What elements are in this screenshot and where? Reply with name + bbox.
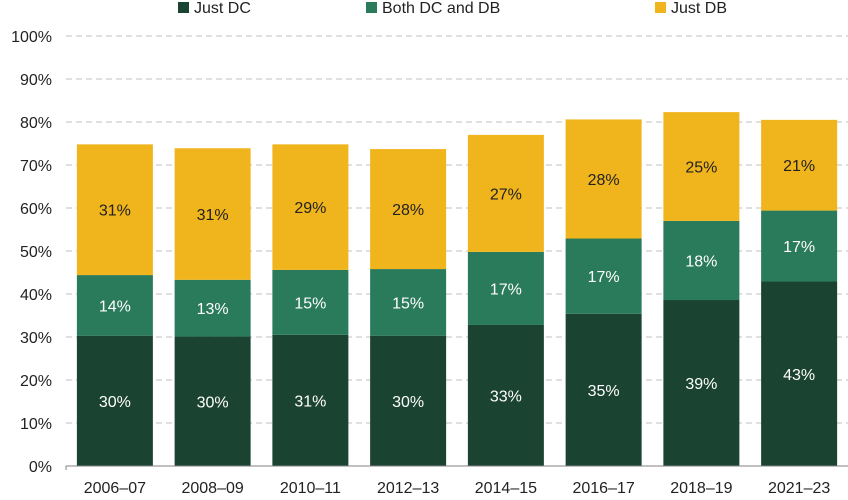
legend-label: Both DC and DB: [382, 0, 500, 17]
y-tick-label: 40%: [20, 287, 52, 304]
y-tick-label: 10%: [20, 416, 52, 433]
data-label: 29%: [294, 200, 326, 217]
data-label: 30%: [197, 394, 229, 411]
bar-segment: [174, 336, 251, 466]
bar-segment: [565, 313, 642, 466]
bar-segment: [272, 334, 349, 466]
bar-segment: [272, 269, 349, 335]
y-tick-label: 70%: [20, 158, 52, 175]
bar-segment: [467, 251, 544, 325]
legend-label: Just DB: [671, 0, 727, 17]
bar-segment: [76, 275, 153, 336]
data-label: 21%: [783, 158, 815, 175]
y-tick-label: 60%: [20, 201, 52, 218]
y-tick-label: 80%: [20, 115, 52, 132]
data-label: 31%: [99, 203, 131, 220]
data-label: 28%: [392, 202, 424, 219]
bar-segment: [663, 300, 740, 466]
y-tick-label: 90%: [20, 72, 52, 89]
bar-segment: [663, 112, 740, 221]
data-labels: 30% 14% 31% 30% 13% 31% 31% 15% 29% 30% 15% 28% 33% 1…: [99, 158, 815, 411]
x-tick-label: 2008–09: [181, 480, 243, 497]
data-label: 27%: [490, 186, 522, 203]
y-tick-label: 20%: [20, 373, 52, 390]
bar-segment: [761, 119, 838, 211]
bar-segment: [565, 238, 642, 314]
bar-segment: [467, 324, 544, 466]
x-tick-label: 2006–07: [84, 480, 146, 497]
bar-segment: [76, 335, 153, 466]
data-label: 17%: [783, 239, 815, 256]
data-label: 17%: [588, 269, 620, 286]
bar-segment: [370, 335, 447, 466]
x-axis: 2006–07 2008–09 2010–11 2012–13 2014–15 2016–…: [65, 465, 848, 497]
data-label: 43%: [783, 367, 815, 384]
data-label: 28%: [588, 172, 620, 189]
legend-swatch: [178, 2, 189, 13]
bar-segment: [663, 220, 740, 301]
data-label: 30%: [392, 394, 424, 411]
x-tick-label: 2012–13: [377, 480, 439, 497]
data-label: 15%: [294, 295, 326, 312]
data-label: 13%: [197, 301, 229, 318]
data-label: 15%: [392, 295, 424, 312]
x-tick-label: 2010–11: [280, 480, 341, 497]
legend-swatch: [366, 2, 377, 13]
data-label: 33%: [490, 388, 522, 405]
data-label: 31%: [294, 393, 326, 410]
data-label: 31%: [197, 207, 229, 224]
data-label: 25%: [685, 160, 717, 177]
x-tick-label: 2014–15: [475, 480, 537, 497]
legend: Just DC Both DC and DB Just DB: [178, 0, 727, 17]
bar-segment: [761, 210, 838, 282]
bar-segment: [76, 144, 153, 276]
data-label: 30%: [99, 394, 131, 411]
bar-segment: [761, 281, 838, 466]
data-label: 17%: [490, 281, 522, 298]
bar-segment: [565, 119, 642, 239]
data-label: 14%: [99, 298, 131, 315]
bar-segment: [467, 134, 544, 252]
x-tick-label: 2018–19: [670, 480, 732, 497]
y-tick-label: 30%: [20, 330, 52, 347]
bar-segment: [370, 149, 447, 270]
legend-label: Just DC: [194, 0, 251, 17]
y-tick-label: 50%: [20, 244, 52, 261]
bar-segment: [370, 269, 447, 336]
bar-segment: [272, 144, 349, 270]
data-label: 35%: [588, 383, 620, 400]
y-tick-label: 0%: [29, 459, 52, 476]
legend-swatch: [655, 2, 666, 13]
bars: [76, 112, 838, 466]
bar-segment: [174, 279, 251, 337]
x-tick-label: 2021–23: [768, 480, 830, 497]
y-axis: 0% 10% 20% 30% 40% 50% 60% 70% 80% 90% 100%: [11, 29, 52, 476]
data-label: 39%: [685, 376, 717, 393]
bar-segment: [174, 148, 251, 280]
data-label: 18%: [685, 253, 717, 270]
x-tick-label: 2016–17: [572, 480, 634, 497]
y-tick-label: 100%: [11, 29, 52, 46]
